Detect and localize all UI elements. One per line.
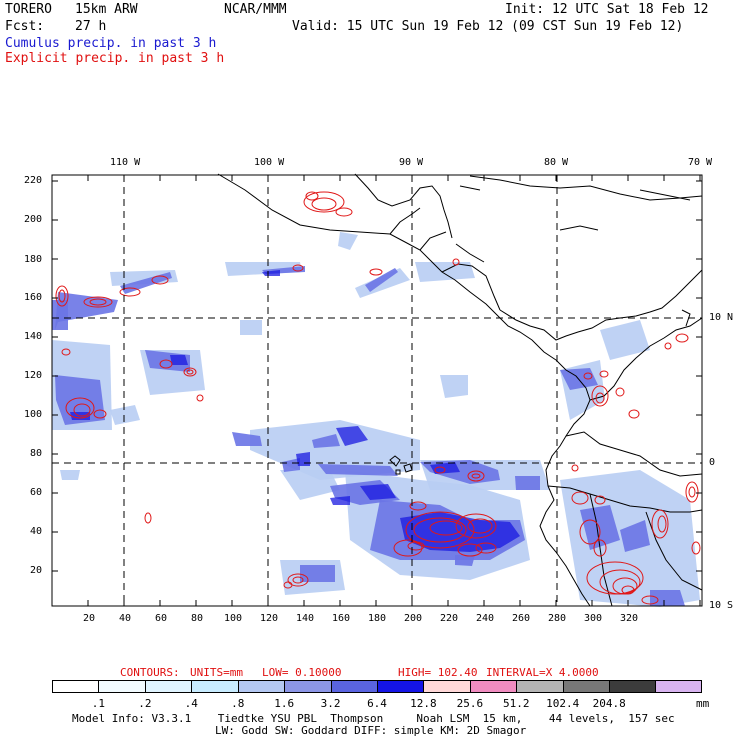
colorbar-swatch — [469, 680, 517, 693]
axis-ticks — [52, 175, 702, 606]
coastlines — [217, 173, 703, 607]
colorbar — [52, 680, 702, 693]
colorbar-swatch — [423, 680, 470, 693]
x-tick-label: 80 — [191, 613, 204, 624]
y-tick-label: 180 — [24, 254, 43, 265]
contours-interval: INTERVAL=X 4.0000 — [486, 666, 599, 679]
colorbar-swatch — [144, 680, 192, 693]
lon-label-100w: 100 W — [254, 157, 285, 168]
y-tick-label: 140 — [24, 331, 43, 342]
model-resolution: 15km ARW — [75, 2, 138, 17]
contours-high: HIGH= 102.40 — [398, 666, 478, 679]
colorbar-label: .1 — [91, 697, 106, 710]
x-tick-label: 160 — [332, 613, 351, 624]
colorbar-label: 1.6 — [274, 697, 295, 710]
y-tick-label: 220 — [24, 175, 43, 186]
colorbar-label: 204.8 — [592, 697, 626, 710]
x-tick-label: 280 — [548, 613, 567, 624]
colorbar-swatch — [284, 680, 331, 693]
lat-label-10n: 10 N — [709, 312, 734, 323]
colorbar-swatch — [191, 680, 238, 693]
x-tick-label: 240 — [476, 613, 495, 624]
y-tick-label: 160 — [24, 292, 43, 303]
forecast-hours: 27 h — [75, 19, 107, 34]
colorbar-swatch — [562, 680, 610, 693]
x-tick-label: 100 — [224, 613, 243, 624]
lon-label-110w: 110 W — [110, 157, 141, 168]
x-tick-label: 20 — [83, 613, 96, 624]
colorbar-swatch — [609, 680, 656, 693]
colorbar-label: 25.6 — [456, 697, 484, 710]
colorbar-unit: mm — [696, 697, 710, 710]
model-info-line2: LW: Godd SW: Goddard DIFF: simple KM: 2D… — [215, 724, 527, 737]
y-tick-label: 80 — [30, 448, 43, 459]
x-tick-label: 120 — [260, 613, 279, 624]
x-tick-label: 260 — [512, 613, 531, 624]
colorbar-label: .8 — [231, 697, 245, 710]
explicit-precip-contours — [55, 191, 701, 605]
lon-label-90w: 90 W — [399, 157, 424, 168]
x-tick-label: 320 — [620, 613, 639, 624]
valid-time: Valid: 15 UTC Sun 19 Feb 12 (09 CST Sun … — [292, 19, 684, 34]
colorbar-label: 12.8 — [410, 697, 437, 710]
colorbar-swatch — [330, 680, 377, 693]
colorbar-swatch — [376, 680, 424, 693]
colorbar-swatch — [237, 680, 285, 693]
map-frame — [51, 174, 703, 607]
cumulus-precip-areas — [52, 232, 700, 607]
x-tick-label: 140 — [296, 613, 315, 624]
colorbar-swatch — [655, 680, 702, 693]
y-tick-label: 40 — [30, 526, 43, 537]
lat-label-10s: 10 S — [709, 600, 734, 611]
y-tick-label: 120 — [24, 370, 43, 381]
lat-label-0: 0 — [709, 457, 716, 468]
contours-low: LOW= 0.10000 — [262, 666, 342, 679]
model-info-line1: Model Info: V3.3.1 Tiedtke YSU PBL Thomp… — [72, 712, 675, 725]
x-tick-label: 40 — [119, 613, 132, 624]
colorbar-swatch — [516, 680, 563, 693]
y-tick-label: 100 — [24, 409, 43, 420]
y-tick-label: 20 — [30, 565, 43, 576]
x-tick-label: 200 — [404, 613, 423, 624]
y-tick-label: 60 — [30, 487, 43, 498]
init-time: Init: 12 UTC Sat 18 Feb 12 — [505, 2, 709, 17]
x-tick-label: 300 — [584, 613, 603, 624]
y-tick-label: 200 — [24, 214, 43, 225]
colorbar-label: 102.4 — [546, 697, 580, 710]
x-tick-label: 220 — [440, 613, 459, 624]
colorbar-label: 51.2 — [503, 697, 530, 710]
contours-units: UNITS=mm — [190, 666, 243, 679]
colorbar-label: 3.2 — [320, 697, 341, 710]
lon-label-80w: 80 W — [544, 157, 569, 168]
colorbar-label: .4 — [184, 697, 198, 710]
explicit-legend: Explicit precip. in past 3 h — [5, 51, 225, 66]
model-org: NCAR/MMM — [224, 2, 287, 17]
model-name: TORERO — [5, 2, 52, 17]
x-tick-label: 60 — [155, 613, 168, 624]
lat-lon-grid — [52, 175, 702, 606]
lon-label-70w: 70 W — [688, 157, 713, 168]
cumulus-legend: Cumulus precip. in past 3 h — [5, 36, 217, 51]
colorbar-swatch — [98, 680, 145, 693]
x-tick-label: 180 — [368, 613, 387, 624]
colorbar-label: 6.4 — [367, 697, 387, 710]
forecast-label: Fcst: — [5, 19, 45, 34]
colorbar-swatch — [52, 680, 99, 693]
contours-title: CONTOURS: — [120, 666, 180, 679]
colorbar-label: .2 — [138, 697, 152, 710]
